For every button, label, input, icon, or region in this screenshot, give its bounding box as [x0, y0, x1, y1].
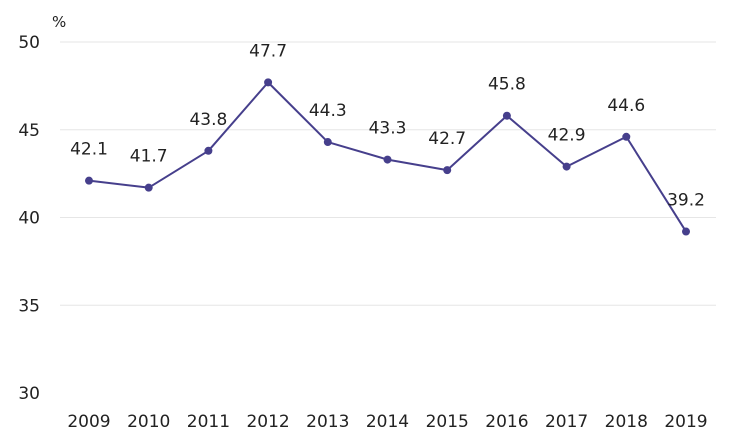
data-point	[323, 138, 332, 147]
x-tick-label: 2011	[187, 412, 230, 432]
y-tick-label: 35	[18, 296, 40, 316]
data-point	[562, 162, 571, 171]
x-tick-label: 2017	[545, 412, 588, 432]
y-tick-label: 50	[18, 33, 40, 53]
data-point	[622, 132, 631, 141]
data-label: 41.7	[130, 147, 168, 167]
x-tick-label: 2009	[67, 412, 110, 432]
data-point	[204, 146, 213, 155]
data-label: 47.7	[249, 41, 287, 61]
x-tick-label: 2012	[246, 412, 289, 432]
data-point	[502, 111, 511, 120]
gridlines	[60, 41, 716, 306]
x-tick-label: 2019	[664, 412, 707, 432]
data-point	[144, 183, 153, 192]
data-label: 44.6	[607, 96, 645, 116]
data-label: 43.3	[369, 119, 407, 139]
data-label: 42.7	[428, 129, 466, 149]
y-tick-label: 40	[18, 209, 40, 229]
data-label: 44.3	[309, 101, 347, 121]
x-tick-label: 2013	[306, 412, 349, 432]
x-tick-label: 2014	[366, 412, 409, 432]
data-labels: 42.1 41.7 43.8 47.7 44.3 43.3 42.7 45.8 42.9 44.6…	[70, 41, 705, 210]
data-label: 42.9	[548, 126, 586, 146]
y-tick-label: 45	[18, 121, 40, 141]
x-tick-label: 2016	[485, 412, 528, 432]
y-tick-label: 30	[18, 384, 40, 404]
data-point	[264, 78, 273, 87]
x-tick-label: 2018	[605, 412, 648, 432]
data-label: 39.2	[667, 191, 705, 211]
y-axis-unit-label: %	[52, 13, 66, 31]
data-point	[85, 176, 93, 185]
data-point	[383, 155, 392, 164]
data-label: 45.8	[488, 75, 526, 95]
data-point	[443, 166, 452, 175]
x-tick-label: 2015	[426, 412, 469, 432]
series-group	[85, 78, 690, 236]
data-point	[682, 227, 690, 236]
x-tick-label: 2010	[127, 412, 170, 432]
y-axis-ticks: 30 35 40 45 50	[18, 33, 40, 404]
data-label: 43.8	[189, 110, 227, 130]
data-label: 42.1	[70, 140, 108, 160]
x-axis-ticks: 2009 2010 2011 2012 2013 2014 2015 2016 2017 2018…	[67, 412, 707, 432]
